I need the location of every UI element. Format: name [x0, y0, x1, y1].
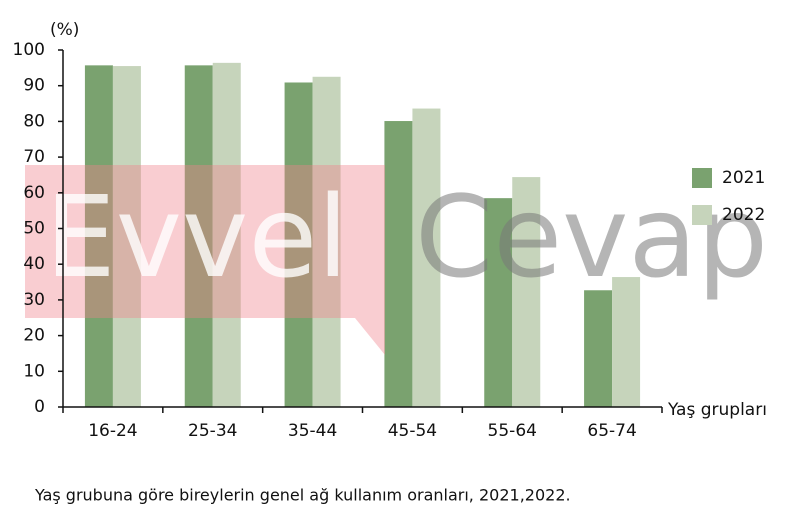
- bar: [384, 121, 413, 407]
- watermark-text: Cevap: [415, 173, 768, 303]
- bar: [284, 82, 313, 407]
- y-tick-label: 10: [23, 361, 45, 381]
- bar: [412, 108, 441, 407]
- y-tick-label: 30: [23, 290, 45, 310]
- legend-swatch: [692, 205, 712, 225]
- bar: [112, 66, 141, 407]
- y-tick-label: 70: [23, 147, 45, 167]
- y-tick-label: 60: [23, 183, 45, 203]
- bar: [184, 65, 213, 407]
- x-tick-label: 35-44: [288, 421, 337, 441]
- bar: [612, 277, 641, 407]
- x-tick-label: 25-34: [188, 421, 237, 441]
- bar: [212, 62, 241, 408]
- legend-swatch: [692, 168, 712, 188]
- bar: [584, 290, 613, 407]
- y-axis-label: (%): [50, 20, 79, 40]
- x-tick-label: 65-74: [587, 421, 636, 441]
- x-axis-label: Yaş grupları: [667, 400, 767, 420]
- bar: [484, 198, 513, 407]
- legend-label: 2022: [722, 205, 765, 225]
- x-tick-label: 45-54: [388, 421, 437, 441]
- y-tick-label: 50: [23, 219, 45, 239]
- y-tick-label: 40: [23, 254, 45, 274]
- y-tick-label: 100: [13, 40, 45, 60]
- x-tick-label: 16-24: [88, 421, 137, 441]
- watermark-text: Evvel: [45, 173, 348, 303]
- bar: [312, 76, 341, 408]
- caption: Yaş grubuna göre bireylerin genel ağ kul…: [34, 486, 571, 505]
- bar: [512, 177, 541, 407]
- legend-label: 2021: [722, 168, 765, 188]
- x-tick-label: 55-64: [488, 421, 537, 441]
- y-tick-label: 20: [23, 326, 45, 346]
- y-tick-label: 90: [23, 76, 45, 96]
- y-tick-label: 80: [23, 111, 45, 131]
- bar: [84, 65, 113, 407]
- y-tick-label: 0: [34, 397, 45, 417]
- watermark-shape: [25, 165, 385, 355]
